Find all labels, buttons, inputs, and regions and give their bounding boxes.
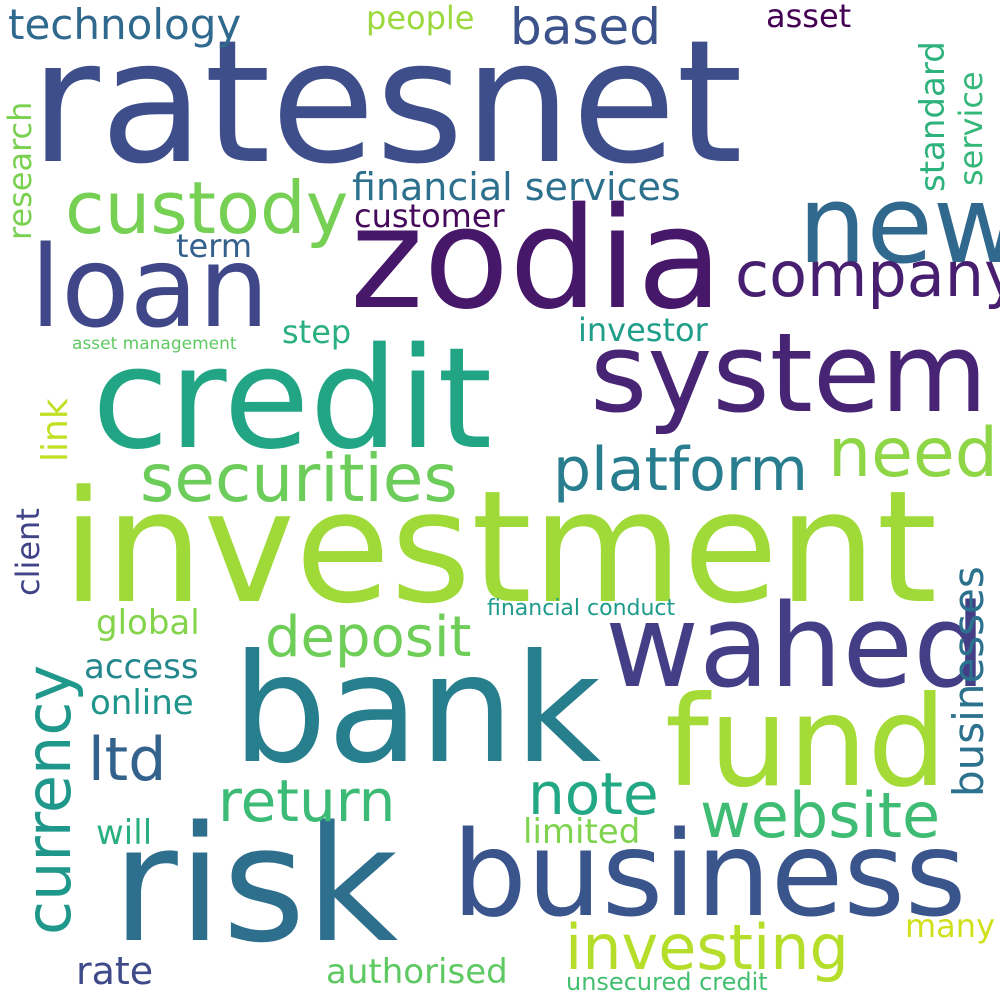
word-note: note — [528, 760, 659, 828]
word-technology: technology — [8, 0, 242, 49]
word-bank: bank — [232, 623, 602, 797]
word-term: term — [176, 227, 252, 265]
word-securities: securities — [140, 440, 458, 517]
word-authorised: authorised — [326, 952, 508, 992]
word-many: many — [905, 907, 995, 945]
word-based: based — [510, 0, 661, 56]
word-custody: custody — [65, 166, 349, 250]
word-business: business — [452, 805, 967, 943]
word-deposit: deposit — [265, 605, 472, 670]
word-wahed: wahed — [605, 580, 987, 714]
word-financial-services: financial services — [352, 165, 681, 209]
word-credit: credit — [92, 318, 493, 481]
word-limited: limited — [523, 812, 641, 852]
word-investment: investment — [62, 457, 938, 638]
word-need: need — [828, 414, 998, 493]
word-company: company — [735, 238, 1000, 311]
word-investing: investing — [565, 911, 849, 984]
word-people: people — [366, 0, 475, 37]
word-customer: customer — [354, 197, 505, 235]
word-ltd: ltd — [88, 725, 167, 795]
word-businesses: businesses — [944, 566, 993, 797]
word-service: service — [952, 71, 990, 186]
word-ratesnet: ratesnet — [30, 4, 743, 202]
word-global: global — [96, 603, 200, 643]
word-financial-conduct: financial conduct — [487, 596, 676, 621]
word-rate: rate — [76, 949, 154, 993]
word-asset-top: asset — [766, 0, 852, 35]
word-currency: currency — [12, 664, 85, 935]
word-platform: platform — [553, 435, 808, 505]
word-risk: risk — [112, 791, 399, 978]
word-investor: investor — [578, 311, 708, 349]
word-fund: fund — [665, 670, 947, 815]
word-research: research — [1, 101, 39, 240]
word-new: new — [798, 163, 1000, 288]
word-system: system — [590, 309, 988, 437]
word-online: online — [90, 683, 194, 723]
word-will: will — [96, 813, 153, 853]
word-client: client — [9, 508, 47, 596]
word-asset-management: asset management — [72, 334, 237, 354]
word-standard: standard — [913, 41, 953, 192]
word-access: access — [84, 647, 199, 687]
word-unsecured-credit: unsecured credit — [566, 968, 768, 996]
word-return: return — [218, 767, 396, 835]
word-zodia: zodia — [350, 178, 723, 341]
word-loan: loan — [30, 223, 270, 353]
word-link: link — [35, 398, 76, 462]
word-website: website — [700, 779, 941, 852]
word-step: step — [282, 313, 352, 351]
